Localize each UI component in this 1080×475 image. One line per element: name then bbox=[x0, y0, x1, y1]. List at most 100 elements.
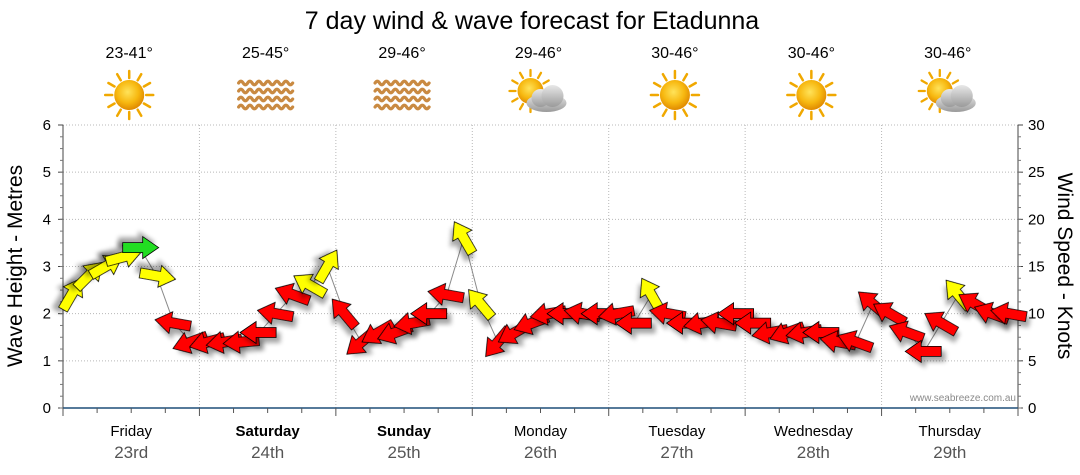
sun-ray bbox=[536, 71, 543, 80]
sun-ray bbox=[789, 81, 798, 88]
wind-arrow bbox=[888, 320, 926, 344]
day-name-thursday: Thursday bbox=[919, 423, 982, 440]
sun-ray bbox=[511, 79, 519, 85]
wind-arrow bbox=[313, 249, 339, 285]
watermark: www.seabreeze.com.au bbox=[909, 393, 1016, 404]
left-tick-label: 4 bbox=[43, 211, 51, 228]
temp-monday: 29-46° bbox=[515, 45, 562, 62]
sun-ray bbox=[115, 72, 122, 82]
sun-ray bbox=[661, 108, 668, 118]
right-tick-label: 25 bbox=[1028, 164, 1045, 181]
sun-ray bbox=[824, 81, 834, 88]
sun-ray bbox=[928, 71, 934, 80]
right-tick-label: 30 bbox=[1028, 117, 1045, 134]
wind-arrow bbox=[239, 320, 277, 345]
wind-arrow bbox=[452, 221, 478, 256]
sun-ray bbox=[920, 79, 928, 85]
day-name-friday: Friday bbox=[110, 423, 152, 440]
sun-ray bbox=[107, 81, 116, 88]
sun-ray bbox=[652, 81, 662, 88]
right-tick-label: 0 bbox=[1028, 400, 1036, 417]
sun-ray bbox=[946, 71, 952, 80]
wind-arrow bbox=[716, 301, 754, 326]
cloud-icon bbox=[935, 85, 976, 112]
wind-arrow bbox=[122, 235, 160, 260]
sun-ray bbox=[652, 102, 662, 109]
sun-ray bbox=[798, 72, 805, 82]
sun-ray bbox=[661, 72, 668, 82]
wind-arrow bbox=[154, 311, 192, 335]
wind-arrow bbox=[924, 311, 960, 337]
sun-ray bbox=[818, 108, 825, 118]
gridlines bbox=[63, 124, 1018, 408]
haze-wave bbox=[373, 87, 431, 95]
weather-icons bbox=[103, 68, 976, 121]
wind-arrow bbox=[331, 298, 360, 331]
wind-arrow bbox=[138, 264, 177, 288]
chart-title: 7 day wind & wave forecast for Etadunna bbox=[305, 7, 760, 35]
left-tick-label: 0 bbox=[43, 400, 51, 417]
sun-ray bbox=[142, 102, 152, 109]
sun-ray bbox=[511, 97, 519, 103]
day-name-wednesday: Wednesday bbox=[774, 423, 853, 440]
right-tick-label: 10 bbox=[1028, 306, 1045, 323]
sun-ray bbox=[824, 102, 834, 109]
sun-ray bbox=[542, 79, 550, 85]
right-tick-label: 20 bbox=[1028, 211, 1045, 228]
temperature-labels: 23-41° 25-45° 29-46° 29-46° 30-46° 30-46° 30-4… bbox=[106, 45, 972, 62]
left-tick-label: 3 bbox=[43, 259, 51, 276]
sun-ray bbox=[136, 108, 143, 118]
wind-arrow bbox=[409, 301, 448, 326]
day-date-saturday: 24th bbox=[251, 443, 284, 462]
wind-arrow bbox=[293, 273, 329, 299]
sun-disc bbox=[796, 80, 827, 110]
day-name-tuesday: Tuesday bbox=[648, 423, 705, 440]
wind-arrow bbox=[256, 301, 295, 325]
cloud-icon bbox=[526, 85, 567, 112]
sun-ray bbox=[518, 102, 525, 111]
wind-arrow bbox=[427, 282, 465, 306]
wind-arrow bbox=[733, 311, 772, 335]
left-tick-label: 1 bbox=[43, 353, 51, 370]
temp-thursday: 30-46° bbox=[924, 45, 971, 62]
sun-disc bbox=[114, 80, 145, 110]
sun-ray bbox=[688, 81, 697, 88]
day-date-thursday: 29th bbox=[933, 443, 966, 462]
sunny-icon bbox=[786, 69, 837, 121]
sunny-icon bbox=[649, 69, 701, 121]
haze-wave bbox=[237, 103, 295, 111]
day-name-sunday: Sunday bbox=[377, 423, 432, 440]
left-axis-label: Wave Height - Metres bbox=[4, 165, 27, 367]
partly-cloudy-icon bbox=[917, 68, 976, 114]
sun-ray bbox=[136, 72, 143, 82]
haze-wave bbox=[373, 79, 431, 87]
day-date-monday: 26th bbox=[524, 443, 557, 462]
sunny-icon bbox=[103, 69, 155, 121]
sun-ray bbox=[951, 79, 960, 85]
wind-arrow bbox=[837, 330, 875, 354]
sun-ray bbox=[142, 81, 152, 88]
left-tick-label: 2 bbox=[43, 306, 51, 323]
day-name-saturday: Saturday bbox=[236, 423, 301, 440]
partly-cloudy-icon bbox=[508, 68, 567, 114]
wind-arrow bbox=[990, 301, 1028, 325]
right-axis-label: Wind Speed - Knots bbox=[1053, 173, 1076, 360]
day-name-monday: Monday bbox=[514, 423, 568, 440]
wind-arrow bbox=[597, 302, 636, 326]
sun-ray bbox=[682, 72, 689, 82]
sun-ray bbox=[798, 108, 805, 118]
temp-wednesday: 30-46° bbox=[788, 45, 835, 62]
haze-wave bbox=[237, 79, 295, 87]
sun-ray bbox=[789, 102, 798, 109]
sun-ray bbox=[920, 97, 928, 103]
wind-arrow bbox=[904, 339, 942, 364]
left-tick-label: 5 bbox=[43, 164, 51, 181]
right-tick-label: 5 bbox=[1028, 353, 1036, 370]
day-date-sunday: 25th bbox=[388, 443, 421, 462]
haze-wave bbox=[373, 103, 431, 111]
temp-friday: 23-41° bbox=[106, 45, 153, 62]
sun-ray bbox=[682, 108, 689, 118]
haze-wave bbox=[237, 95, 295, 103]
temp-tuesday: 30-46° bbox=[651, 45, 698, 62]
